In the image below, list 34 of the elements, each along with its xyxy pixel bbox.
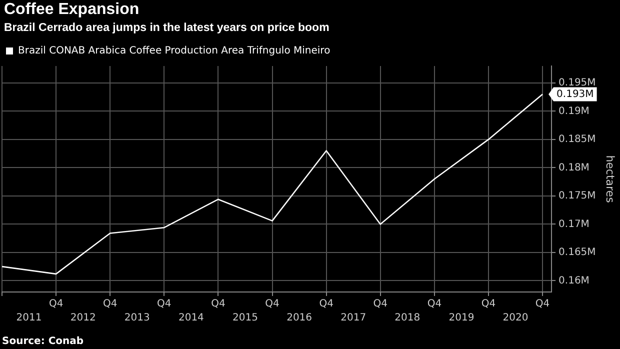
legend-label: Brazil CONAB Arabica Coffee Production Area Trifngulo Mineiro — [18, 46, 330, 57]
x-tick-label: Q4 — [319, 298, 334, 310]
x2-tick-label: 2015 — [232, 312, 258, 324]
x-tick-label: Q4 — [211, 298, 226, 310]
y-tick-label: 0.185M — [558, 134, 596, 146]
x2-tick-label: 2017 — [340, 312, 366, 324]
x-tick-label: Q4 — [102, 298, 118, 310]
x2-tick-label: 2020 — [502, 312, 528, 324]
x2-tick-label: 2012 — [70, 312, 96, 324]
chart-title: Coffee Expansion — [4, 1, 140, 19]
x-tick-label: Q4 — [48, 298, 64, 310]
y-tick-label: 0.165M — [558, 247, 596, 258]
x2-tick-label: 2011 — [16, 312, 42, 324]
y-tick-label: 0.18M — [558, 162, 590, 174]
x2-tick-label: 2016 — [286, 312, 312, 324]
x2-tick-label: 2013 — [124, 312, 150, 324]
x-tick-label: Q4 — [481, 298, 496, 310]
x2-tick-label: 2018 — [394, 312, 420, 324]
y-tick-label: 0.16M — [558, 275, 590, 286]
x-tick-label: Q4 — [427, 298, 442, 310]
source-note: Source: Conab — [2, 336, 84, 347]
y-tick-label: 0.17M — [558, 218, 590, 230]
x2-tick-label: 2019 — [448, 312, 474, 324]
x2-tick-label: 2014 — [178, 312, 204, 324]
data-label: 0.193M — [556, 88, 594, 100]
x-tick-label: Q4 — [373, 298, 388, 310]
x-tick-label: Q4 — [157, 298, 172, 310]
y-tick-label: 0.19M — [558, 106, 590, 117]
chart-subtitle: Brazil Cerrado area jumps in the latest years on price boom — [4, 22, 330, 34]
y-tick-label: 0.175M — [558, 190, 596, 202]
y-tick-label: 0.195M — [558, 78, 596, 89]
x-tick-label: Q4 — [265, 298, 280, 310]
x-tick-label: Q4 — [535, 298, 550, 310]
y-axis-title: hectares — [604, 155, 617, 204]
